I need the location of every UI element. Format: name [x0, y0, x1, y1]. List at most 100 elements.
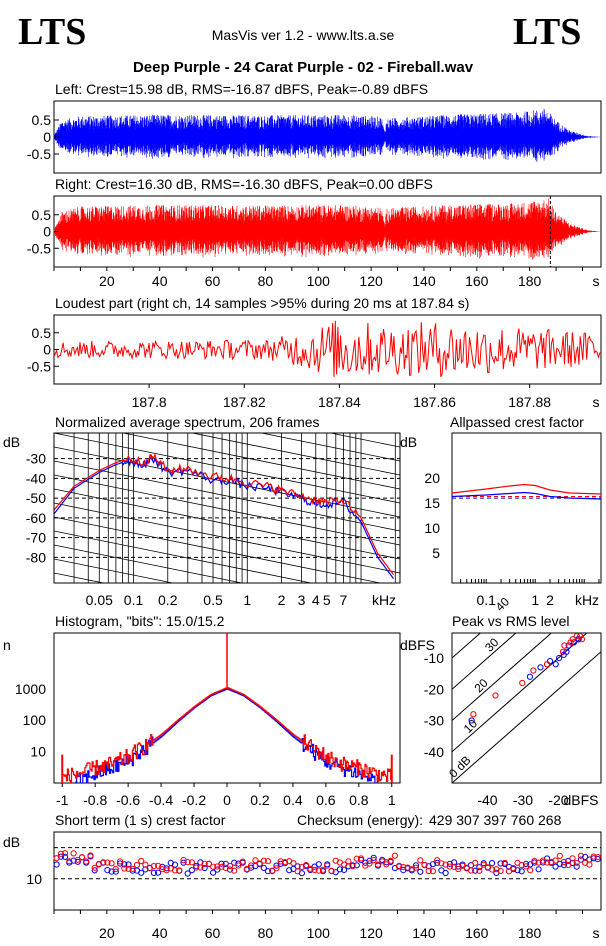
- short-crest-point-0: [218, 860, 225, 867]
- short-crest-point-1: [425, 867, 432, 875]
- short-crest-point-0: [150, 869, 157, 877]
- right-wave-xtick-2: 60: [205, 273, 221, 289]
- crest-line-label-3: 10: [461, 716, 481, 736]
- short-crest-point-0: [214, 866, 221, 873]
- peak-rms-point-1-10: [578, 636, 586, 643]
- histogram-xtick-3: -0.4: [149, 792, 173, 808]
- short-crest-point-0: [286, 867, 293, 874]
- right-channel-title: Right: Crest=16.30 dB, RMS=-16.30 dBFS, …: [55, 176, 433, 192]
- histogram-xtick-8: 0.6: [316, 792, 336, 808]
- short-crest-point-1: [159, 866, 166, 873]
- short-term-crest-title: Short term (1 s) crest factor: [55, 812, 226, 828]
- peak-rms-point-0-4: [556, 654, 563, 662]
- short-crest-point-1: [328, 867, 335, 875]
- short-crest-point-0: [125, 861, 132, 868]
- short-crest-point-1: [472, 859, 479, 866]
- allpass-ytick-2: 10: [424, 520, 440, 536]
- peak-rms-point-0-10: [560, 651, 567, 658]
- short-crest-point-1: [83, 858, 90, 865]
- short-crest-point-1: [184, 859, 191, 866]
- spectrum-frame: [53, 432, 401, 584]
- peak-rms-point-1-5: [561, 642, 568, 649]
- peak-rms-point-1-7: [569, 636, 576, 643]
- allpass-ytick-1: 15: [424, 495, 440, 511]
- crest-line-2: [452, 633, 553, 722]
- short-crest-point-0: [535, 866, 542, 873]
- short-crest-point-0: [451, 859, 458, 866]
- histogram-xtick-6: 0.2: [250, 792, 270, 808]
- short-crest-xtick-2: 60: [205, 925, 221, 941]
- peak-rms-xtick-1: -30: [513, 792, 533, 808]
- left-wave-ytick-0: 0.5: [32, 112, 52, 128]
- short-crest-point-0: [366, 857, 373, 864]
- short-crest-point-1: [429, 868, 436, 875]
- allpass-series-0: [451, 483, 602, 495]
- short-crest-point-0: [522, 860, 530, 868]
- short-crest-point-1: [438, 860, 445, 867]
- short-crest-ytick-0: 10: [26, 871, 42, 887]
- short-crest-point-1: [256, 860, 263, 867]
- right-wave-xtick-3: 80: [258, 273, 274, 289]
- short-crest-point-1: [421, 861, 428, 868]
- short-crest-point-1: [150, 863, 157, 870]
- allpass-ytick-3: 5: [432, 545, 440, 561]
- short-crest-point-1: [87, 852, 94, 859]
- peak-rms-point-0-2: [537, 664, 544, 671]
- peak-rms-xtick-2: -20: [548, 792, 568, 808]
- short-crest-point-0: [577, 856, 585, 863]
- histogram-xtick-1: -0.8: [83, 792, 107, 808]
- short-crest-point-1: [586, 861, 593, 868]
- short-crest-point-0: [472, 867, 479, 874]
- short-crest-point-0: [497, 860, 504, 867]
- peak-rms-point-1-2: [519, 679, 526, 687]
- short-crest-xtick-8: 180: [518, 925, 542, 941]
- short-crest-point-1: [121, 865, 128, 872]
- short-crest-point-1: [391, 852, 398, 859]
- short-crest-point-0: [53, 861, 60, 868]
- loudest-ytick-2: -0.5: [27, 358, 51, 374]
- short-crest-point-1: [577, 852, 585, 859]
- short-crest-point-1: [417, 857, 424, 864]
- short-crest-ylabel: dB: [3, 834, 20, 850]
- short-crest-point-1: [510, 865, 517, 872]
- crest-line-4: [452, 651, 601, 783]
- short-crest-point-1: [374, 861, 382, 868]
- track-title: Deep Purple - 24 Carat Purple - 02 - Fir…: [132, 59, 474, 76]
- allpass-xtick-1: 1: [531, 592, 539, 608]
- spectrum-series-1: [54, 452, 394, 576]
- spectrum-ytick-2: -50: [26, 490, 46, 506]
- peak-rms-point-0-6: [565, 642, 572, 649]
- short-crest-point-1: [560, 858, 568, 866]
- short-crest-point-0: [582, 853, 589, 861]
- right-wave-xtick-6: 140: [412, 273, 436, 289]
- short-crest-point-1: [142, 861, 149, 868]
- short-crest-point-0: [70, 857, 77, 864]
- short-crest-point-1: [455, 865, 462, 873]
- allpass-ytick-0: 20: [424, 470, 440, 486]
- histogram-xtick-0: -1: [56, 792, 69, 808]
- short-crest-point-1: [252, 857, 259, 864]
- peak-rms-ytick-0: -10: [424, 650, 444, 666]
- short-crest-point-1: [218, 863, 225, 870]
- allpass-xtick-2: 2: [546, 592, 554, 608]
- lts-logo-right: LTS: [513, 11, 582, 53]
- short-crest-point-1: [522, 863, 530, 870]
- right-wave-xtick-0: 20: [99, 273, 115, 289]
- allpass-frame: [451, 432, 602, 584]
- short-crest-point-1: [91, 864, 98, 871]
- short-crest-point-1: [95, 860, 103, 868]
- short-crest-point-1: [264, 858, 272, 865]
- peak-rms-point-1-1: [492, 692, 499, 699]
- short-crest-frame: [53, 831, 602, 911]
- short-crest-point-1: [400, 864, 407, 871]
- short-crest-point-0: [112, 868, 119, 875]
- short-crest-point-1: [294, 868, 301, 875]
- allpass-xtick-0: 0.1: [477, 592, 497, 608]
- short-crest-point-0: [210, 869, 217, 876]
- spectrum-xtick-9: 7: [340, 592, 348, 608]
- short-crest-point-1: [188, 859, 195, 866]
- histogram-ytick-0: 1000: [15, 681, 46, 697]
- short-crest-point-1: [281, 859, 289, 866]
- short-crest-point-1: [324, 862, 331, 869]
- spectrum-xtick-7: 4: [312, 592, 320, 608]
